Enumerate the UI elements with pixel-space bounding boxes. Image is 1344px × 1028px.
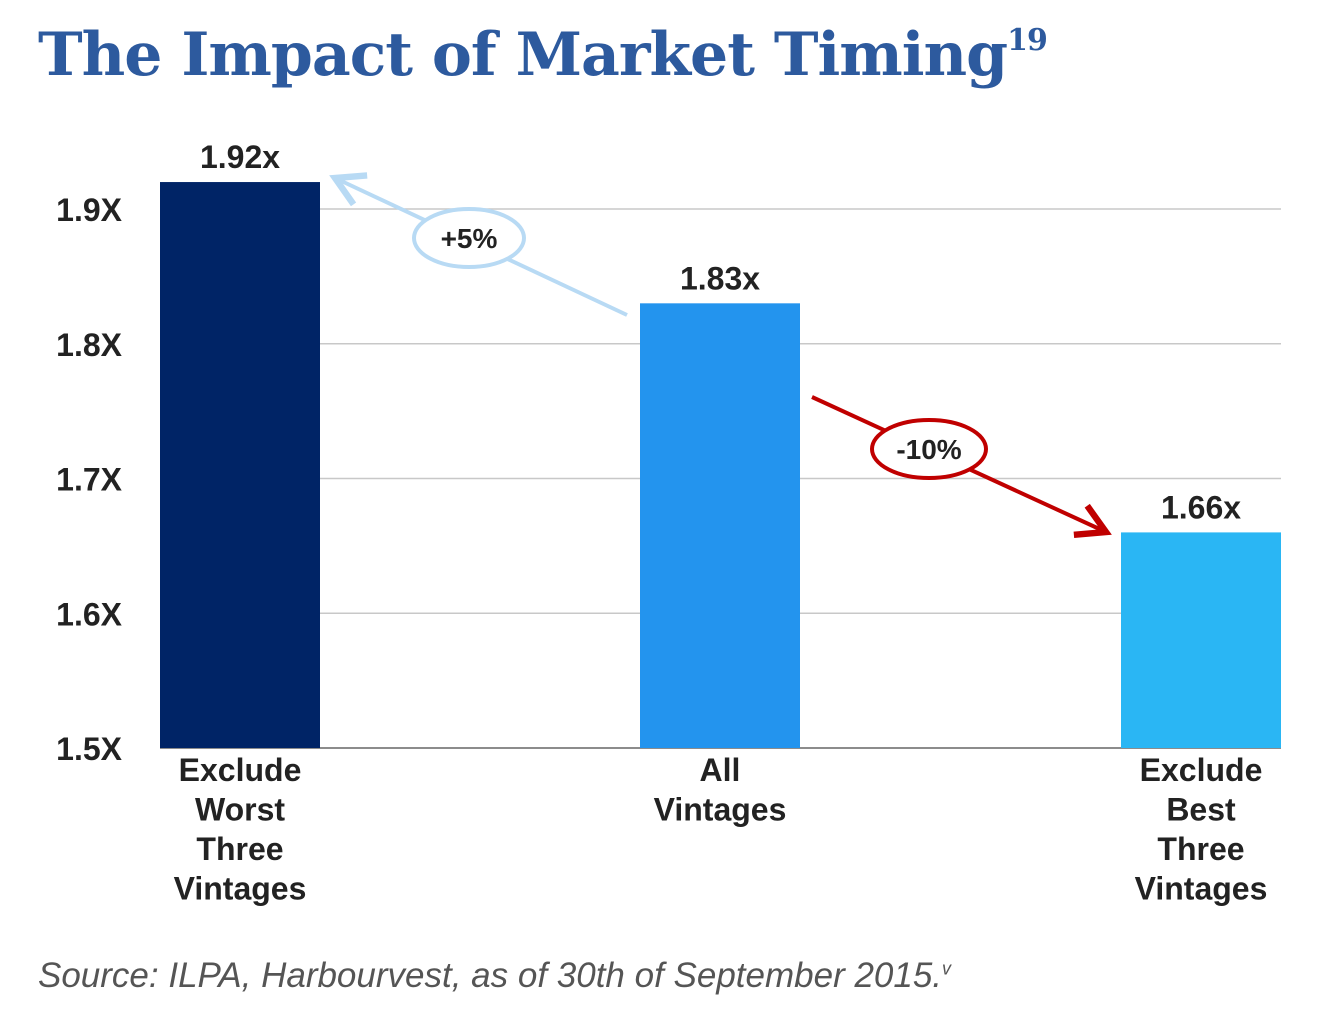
bar-chart: 1.5X 1.6X 1.7X 1.8X 1.9X 1.92x 1.83x 1.66x Exc…	[56, 139, 1281, 907]
y-axis-tick-labels: 1.5X 1.6X 1.7X 1.8X 1.9X	[56, 192, 122, 767]
category-label-line: Vintages	[654, 792, 787, 828]
category-label-line: Exclude	[1140, 752, 1263, 788]
bar	[1121, 532, 1281, 748]
category-label-line: Vintages	[174, 871, 307, 907]
bar	[640, 303, 800, 748]
title-footnote: 19	[1007, 23, 1048, 58]
category-label-line: Best	[1166, 792, 1236, 828]
increase-label: +5%	[441, 223, 498, 254]
y-tick-label: 1.5X	[56, 731, 122, 767]
bars	[160, 182, 1281, 749]
category-label-line: Worst	[195, 792, 285, 828]
bar	[160, 182, 320, 749]
chart-title: The Impact of Market Timing19	[38, 20, 1048, 90]
y-tick-label: 1.6X	[56, 596, 122, 632]
category-label-line: Three	[196, 831, 283, 867]
decrease-label: -10%	[896, 434, 961, 465]
category-labels: ExcludeWorstThreeVintagesAllVintagesExcl…	[174, 752, 1268, 907]
data-label: 1.66x	[1161, 489, 1241, 525]
data-label: 1.83x	[680, 260, 760, 296]
data-label: 1.92x	[200, 139, 280, 175]
decrease-badge	[870, 418, 988, 480]
y-tick-label: 1.9X	[56, 192, 122, 228]
source-note: Source: ILPA, Harbourvest, as of 30th of…	[38, 956, 951, 996]
y-tick-label: 1.7X	[56, 462, 122, 498]
increase-badge	[412, 207, 526, 269]
source-footnote: v	[942, 958, 952, 979]
category-label-line: All	[700, 752, 741, 788]
category-label-line: Vintages	[1135, 871, 1268, 907]
category-label-line: Exclude	[179, 752, 302, 788]
source-text: Source: ILPA, Harbourvest, as of 30th of…	[38, 956, 943, 995]
data-labels: 1.92x 1.83x 1.66x	[200, 139, 1241, 525]
y-tick-label: 1.8X	[56, 327, 122, 363]
category-label-line: Three	[1157, 831, 1244, 867]
change-annotations: +5% -10%	[329, 172, 1112, 539]
chart-title-text: The Impact of Market Timing	[38, 20, 1008, 90]
